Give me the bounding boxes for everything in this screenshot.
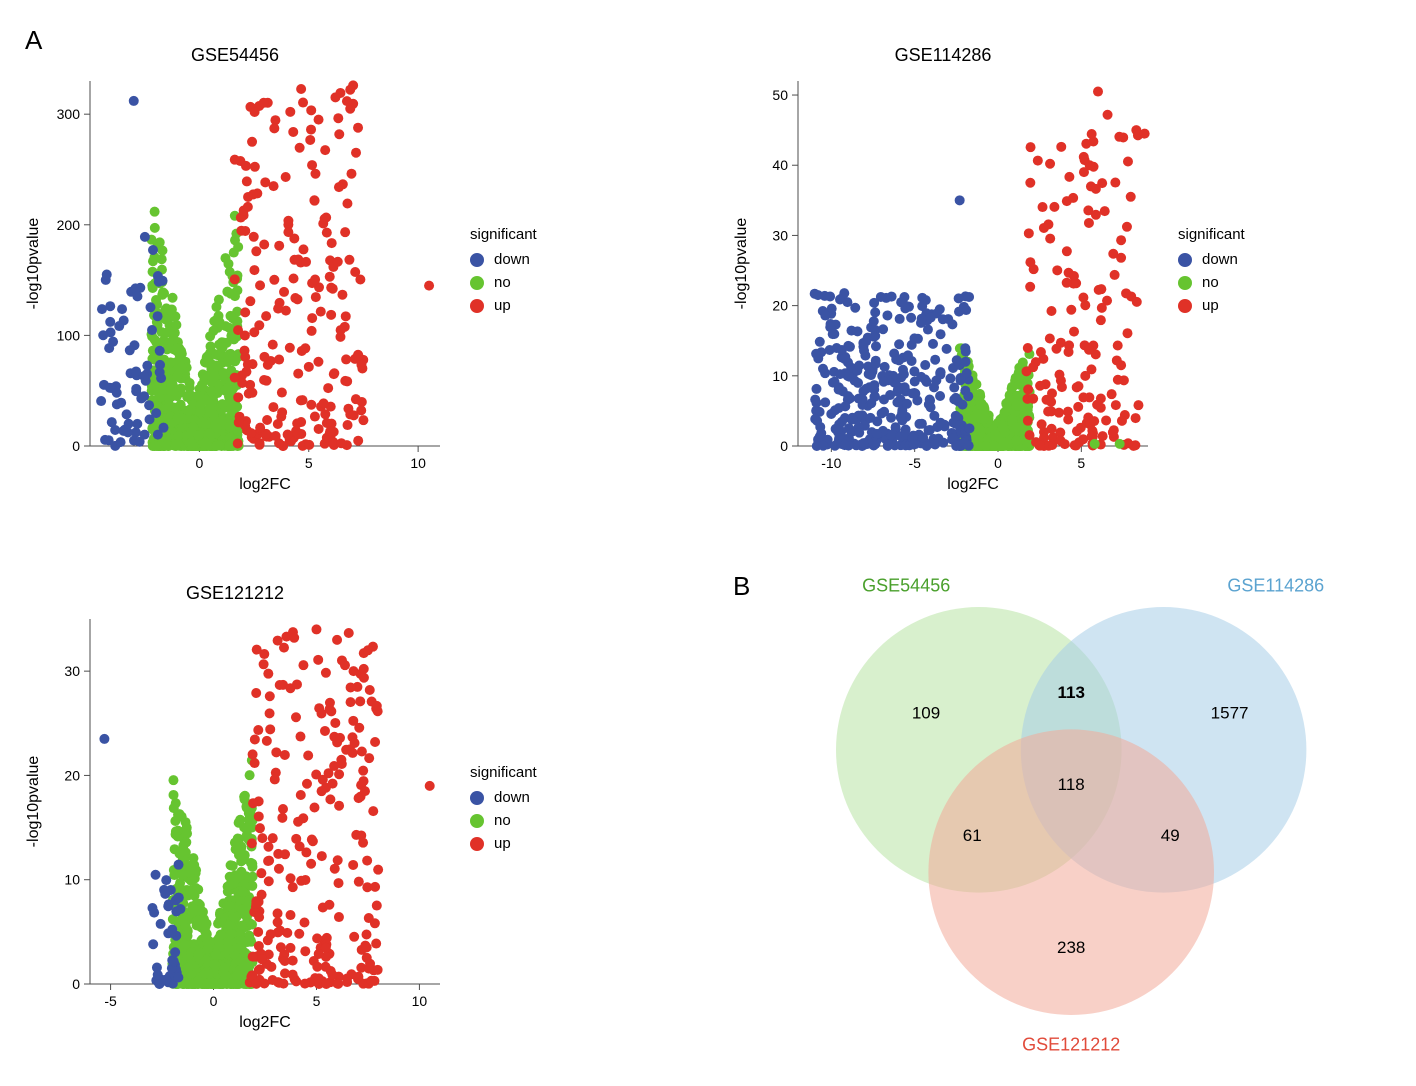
legend-dot-down-icon bbox=[470, 253, 484, 267]
legend-item-up-1: up bbox=[470, 297, 537, 314]
chart-wrap-2: GSE114286 -10-50501020304050log2FC-log10… bbox=[728, 45, 1158, 501]
svg-text:0: 0 bbox=[195, 455, 203, 471]
svg-text:5: 5 bbox=[305, 455, 313, 471]
svg-text:-log10pvalue: -log10pvalue bbox=[25, 756, 42, 848]
legend-dot-up-icon bbox=[470, 837, 484, 851]
panel-venn: B 109 1577 238 113 61 49 118 GSE54456 GSE114286 G… bbox=[728, 556, 1396, 1066]
svg-text:5: 5 bbox=[1077, 455, 1085, 471]
legend-dot-up-icon bbox=[1178, 299, 1192, 313]
legend-label-down: down bbox=[1202, 251, 1238, 268]
svg-text:20: 20 bbox=[772, 298, 788, 314]
legend-label-up: up bbox=[1202, 297, 1219, 314]
legend-1: significant down no up bbox=[470, 226, 537, 320]
legend-item-up-3: up bbox=[470, 835, 537, 852]
legend-dot-down-icon bbox=[470, 791, 484, 805]
svg-text:log2FC: log2FC bbox=[239, 476, 291, 493]
chart-title-1: GSE54456 bbox=[20, 45, 450, 66]
svg-text:118: 118 bbox=[1058, 775, 1085, 794]
chart-wrap-3: GSE121212 -5 0 5 10 0 10 20 30 log2FC -log10pvalu… bbox=[20, 583, 450, 1039]
svg-text:1577: 1577 bbox=[1211, 704, 1249, 723]
legend-label-down: down bbox=[494, 251, 530, 268]
legend-3: significant down no up bbox=[470, 764, 537, 858]
legend-item-down-1: down bbox=[470, 251, 537, 268]
svg-text:GSE114286: GSE114286 bbox=[1227, 576, 1324, 596]
svg-text:113: 113 bbox=[1057, 683, 1084, 702]
panel-volcano-3: GSE121212 -5 0 5 10 0 10 20 30 log2FC -log10pvalu… bbox=[20, 556, 688, 1066]
svg-text:log2FC: log2FC bbox=[947, 476, 999, 493]
chart-title-3: GSE121212 bbox=[20, 583, 450, 604]
svg-text:-5: -5 bbox=[104, 993, 117, 1009]
panel-label-A: A bbox=[25, 25, 42, 56]
svg-text:GSE54456: GSE54456 bbox=[862, 576, 950, 596]
svg-text:10: 10 bbox=[410, 455, 426, 471]
svg-text:200: 200 bbox=[57, 217, 81, 233]
venn-wrap: 109 1577 238 113 61 49 118 GSE54456 GSE114286 GSE… bbox=[728, 556, 1396, 1066]
legend-title-2: significant bbox=[1178, 226, 1245, 243]
legend-item-no-2: no bbox=[1178, 274, 1245, 291]
svg-text:0: 0 bbox=[72, 976, 80, 992]
svg-text:30: 30 bbox=[772, 227, 788, 243]
legend-item-down-2: down bbox=[1178, 251, 1245, 268]
svg-text:50: 50 bbox=[772, 87, 788, 103]
svg-text:10: 10 bbox=[64, 872, 80, 888]
chart-title-2: GSE114286 bbox=[728, 45, 1158, 66]
svg-text:-5: -5 bbox=[908, 455, 921, 471]
svg-text:10: 10 bbox=[772, 368, 788, 384]
volcano-plot-GSE54456: 05100100200300log2FC-log10pvalue bbox=[20, 71, 450, 501]
svg-text:0: 0 bbox=[994, 455, 1002, 471]
svg-text:30: 30 bbox=[64, 663, 80, 679]
chart-wrap-1: GSE54456 05100100200300log2FC-log10pvalu… bbox=[20, 45, 450, 501]
svg-text:109: 109 bbox=[912, 704, 940, 723]
legend-dot-no-icon bbox=[1178, 276, 1192, 290]
svg-text:log2FC: log2FC bbox=[239, 1014, 291, 1031]
svg-text:49: 49 bbox=[1161, 826, 1180, 845]
svg-text:20: 20 bbox=[64, 767, 80, 783]
legend-label-down: down bbox=[494, 789, 530, 806]
legend-dot-up-icon bbox=[470, 299, 484, 313]
venn-diagram: 109 1577 238 113 61 49 118 GSE54456 GSE114286 GSE… bbox=[728, 556, 1388, 1066]
legend-dot-no-icon bbox=[470, 276, 484, 290]
panel-volcano-2: GSE114286 -10-50501020304050log2FC-log10… bbox=[728, 20, 1396, 526]
volcano-plot-GSE121212: -5 0 5 10 0 10 20 30 log2FC -log10pvalue bbox=[20, 609, 450, 1039]
legend-label-no: no bbox=[494, 274, 511, 291]
legend-label-no: no bbox=[494, 812, 511, 829]
svg-text:-log10pvalue: -log10pvalue bbox=[25, 218, 42, 310]
legend-item-no-3: no bbox=[470, 812, 537, 829]
svg-text:0: 0 bbox=[780, 438, 788, 454]
svg-text:GSE121212: GSE121212 bbox=[1022, 1035, 1120, 1055]
svg-text:0: 0 bbox=[72, 438, 80, 454]
legend-2: significant down no up bbox=[1178, 226, 1245, 320]
legend-item-up-2: up bbox=[1178, 297, 1245, 314]
svg-text:0: 0 bbox=[210, 993, 218, 1009]
legend-title-3: significant bbox=[470, 764, 537, 781]
svg-text:-10: -10 bbox=[821, 455, 841, 471]
legend-item-down-3: down bbox=[470, 789, 537, 806]
legend-dot-no-icon bbox=[470, 814, 484, 828]
volcano-plot-GSE114286: -10-50501020304050log2FC-log10pvalue bbox=[728, 71, 1158, 501]
svg-text:5: 5 bbox=[313, 993, 321, 1009]
legend-dot-down-icon bbox=[1178, 253, 1192, 267]
svg-text:100: 100 bbox=[57, 327, 81, 343]
svg-text:61: 61 bbox=[963, 826, 982, 845]
svg-text:300: 300 bbox=[57, 106, 81, 122]
svg-text:10: 10 bbox=[412, 993, 428, 1009]
legend-item-no-1: no bbox=[470, 274, 537, 291]
figure-container: A GSE54456 05100100200300log2FC-log10pva… bbox=[20, 20, 1396, 1066]
panel-volcano-1: A GSE54456 05100100200300log2FC-log10pva… bbox=[20, 20, 688, 526]
legend-title-1: significant bbox=[470, 226, 537, 243]
legend-label-no: no bbox=[1202, 274, 1219, 291]
svg-text:40: 40 bbox=[772, 157, 788, 173]
legend-label-up: up bbox=[494, 297, 511, 314]
svg-text:-log10pvalue: -log10pvalue bbox=[733, 218, 750, 310]
svg-text:238: 238 bbox=[1057, 938, 1085, 957]
legend-label-up: up bbox=[494, 835, 511, 852]
panel-label-B: B bbox=[733, 571, 750, 602]
